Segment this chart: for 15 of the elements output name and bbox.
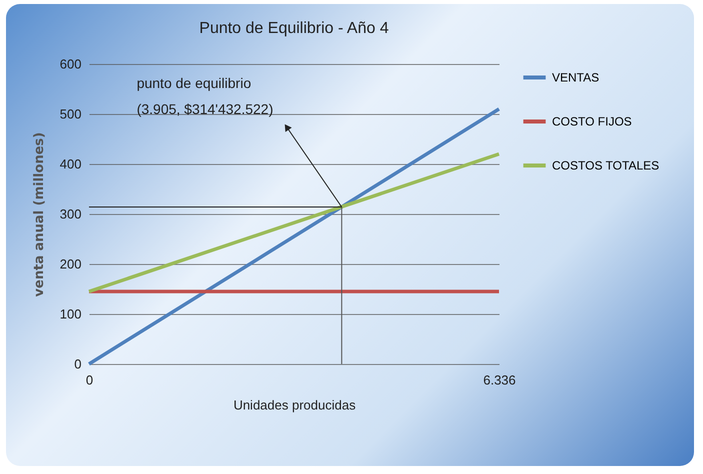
x-tick-label: 6.336 (483, 372, 516, 388)
legend-label: VENTAS (552, 70, 600, 84)
chart-title: Punto de Equilibrio - Año 4 (199, 20, 389, 37)
y-tick-label: 600 (60, 56, 82, 72)
x-axis-title: Unidades producidas (233, 398, 356, 412)
legend-label: COSTOS TOTALES (552, 158, 660, 172)
legend-label: COSTO FIJOS (552, 114, 632, 128)
y-tick-label: 500 (60, 106, 82, 122)
y-tick-label: 400 (60, 156, 82, 172)
y-axis-title: venta anual (millones) (32, 132, 47, 297)
y-tick-label: 200 (60, 256, 82, 272)
annotation: punto de equilibrio (3.905, $314'432.522) (136, 75, 274, 117)
y-tick-label: 0 (74, 356, 82, 372)
y-tick-label: 100 (60, 306, 82, 322)
y-tick-label: 300 (60, 206, 82, 222)
